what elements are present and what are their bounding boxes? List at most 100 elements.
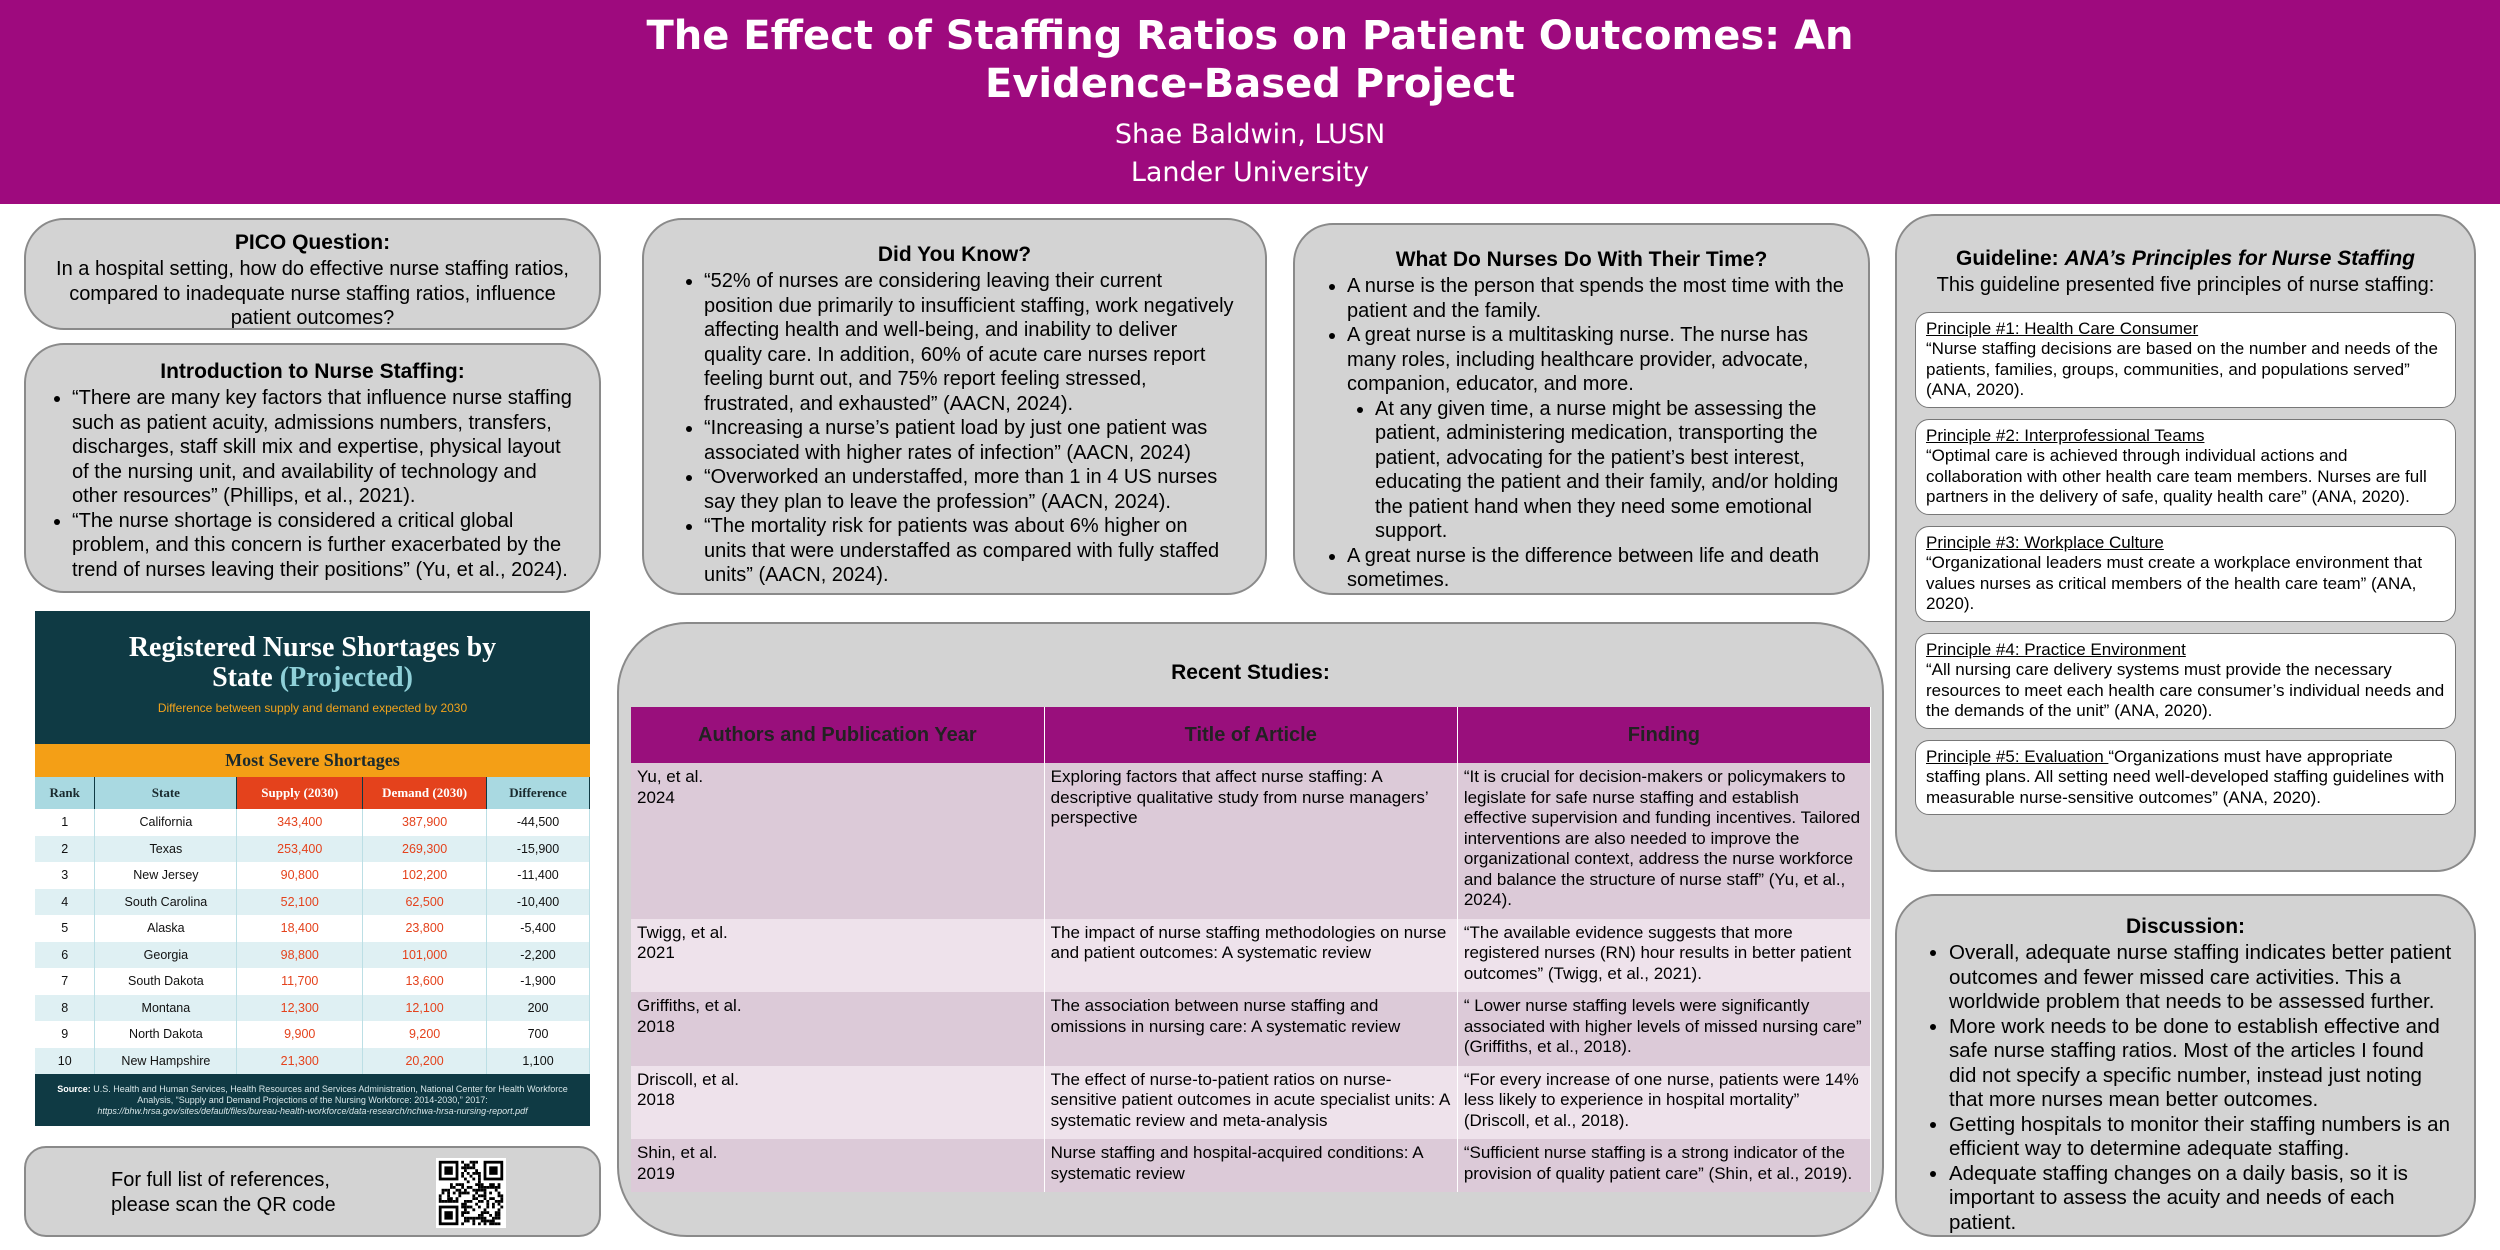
- table-row: 5 Alaska 18,400 23,800 -5,400: [35, 915, 590, 942]
- intro-box: Introduction to Nurse Staffing: “There a…: [24, 343, 601, 593]
- qr-module: [466, 1166, 470, 1170]
- qr-module: [438, 1194, 442, 1198]
- table-cell: Nurse staffing and hospital-acquired con…: [1044, 1139, 1458, 1192]
- source-label: Source:: [57, 1084, 91, 1094]
- qr-module: [472, 1163, 476, 1167]
- table-cell: 9,200: [362, 1021, 488, 1048]
- sub-list: At any given time, a nurse might be asse…: [1347, 397, 1846, 544]
- qr-module: [461, 1183, 464, 1186]
- qr-module: [489, 1219, 492, 1223]
- qr-module: [466, 1172, 470, 1175]
- qr-module: [447, 1200, 450, 1203]
- qr-module: [494, 1186, 498, 1189]
- qr-module: [466, 1163, 470, 1167]
- qr-module: [483, 1186, 487, 1189]
- qr-module: [461, 1172, 464, 1175]
- principle-card: Principle #2: Interprofessional Teams “Op…: [1915, 418, 2456, 515]
- qr-module: [464, 1169, 467, 1172]
- table-cell: New Jersey: [94, 862, 238, 889]
- qr-module: [464, 1177, 467, 1181]
- qr-module: [478, 1172, 481, 1175]
- qr-module: [494, 1211, 498, 1214]
- qr-module: [466, 1191, 470, 1195]
- table-row: Griffiths, et al. 2018 The association bet…: [631, 992, 1872, 1066]
- qr-module: [447, 1197, 450, 1200]
- qr-module: [472, 1160, 476, 1164]
- table-row: 6 Georgia 98,800 101,000 -2,200: [35, 941, 590, 968]
- qr-module: [492, 1186, 495, 1189]
- bullet-item: “Increasing a nurse’s patient load by ju…: [704, 416, 1235, 465]
- table-cell: 11,700: [236, 968, 364, 995]
- qr-module: [497, 1183, 501, 1186]
- qr-module: [444, 1166, 453, 1175]
- column-header: State: [94, 777, 238, 809]
- table-cell: 12,300: [236, 994, 364, 1021]
- heading: Did You Know?: [877, 243, 1032, 266]
- qr-module: [466, 1200, 470, 1203]
- bullet-item: Adequate staffing changes on a daily bas…: [1949, 1162, 2452, 1236]
- authors: Shin, et al.: [637, 1143, 718, 1162]
- table-cell: The impact of nurse staffing methodologi…: [1044, 918, 1458, 992]
- qr-module: [486, 1202, 490, 1206]
- qr-module: [444, 1211, 453, 1220]
- qr-module: [472, 1166, 476, 1170]
- year: 2021: [637, 943, 675, 962]
- qr-module: [480, 1200, 484, 1203]
- table-row: 2 Texas 253,400 269,300 -15,900: [35, 835, 590, 862]
- table-cell: Georgia: [94, 941, 238, 968]
- qr-module: [497, 1208, 501, 1212]
- qr-module: [461, 1211, 464, 1214]
- table-cell: North Dakota: [94, 1021, 238, 1048]
- qr-module: [466, 1186, 470, 1189]
- shortage-table: Rank State Supply (2030) Demand (2030) Diffe…: [35, 777, 590, 1074]
- table-cell: 21,300: [236, 1047, 364, 1074]
- principle-heading: Principle #5: Evaluation: [1926, 746, 2109, 766]
- table-cell: 269,300: [362, 835, 488, 862]
- qr-module: [494, 1188, 498, 1192]
- source-text: U.S. Health and Human Services, Health R…: [93, 1084, 568, 1105]
- qr-module: [483, 1216, 487, 1220]
- qr-module: [464, 1208, 467, 1212]
- qr-module: [478, 1177, 481, 1181]
- table-row: 9 North Dakota 9,900 9,200 700: [35, 1021, 590, 1048]
- bullet-item: A great nurse is a multitasking nurse. T…: [1347, 323, 1846, 544]
- principle-text: “Organizational leaders must create a wo…: [1926, 553, 2423, 613]
- qr-module: [483, 1191, 487, 1195]
- qr-module: [472, 1216, 476, 1220]
- table-cell: 9: [35, 1021, 96, 1048]
- institution: Lander University: [1130, 157, 1370, 188]
- qr-module: [483, 1194, 487, 1198]
- bullet-text: A nurse is the person that spends the mo…: [1347, 275, 1844, 322]
- qr-module: [483, 1222, 487, 1226]
- bullet-list: “52% of nurses are considering leaving t…: [674, 269, 1235, 588]
- qr-module: [478, 1200, 481, 1203]
- qr-module: [483, 1219, 487, 1223]
- qr-module: [472, 1194, 476, 1198]
- qr-module: [486, 1211, 490, 1214]
- qr-module: [489, 1214, 492, 1217]
- bullet-item: “The mortality risk for patients was abo…: [704, 514, 1235, 588]
- qr-module: [489, 1183, 492, 1186]
- table-cell: Texas: [94, 835, 238, 862]
- table-cell: 387,900: [362, 809, 488, 836]
- qr-module: [489, 1166, 498, 1175]
- qr-module: [478, 1194, 481, 1198]
- qr-module: [492, 1222, 495, 1226]
- qr-module: [452, 1191, 456, 1195]
- qr-module: [480, 1183, 484, 1186]
- year: 2019: [637, 1163, 675, 1183]
- qr-module: [441, 1200, 445, 1203]
- qr-module: [469, 1174, 473, 1178]
- qr-module: [461, 1202, 464, 1206]
- table-cell: 8: [35, 994, 96, 1021]
- author: Shae Baldwin, LUSN: [1114, 119, 1386, 150]
- qr-module: [500, 1200, 504, 1203]
- qr-module: [475, 1183, 478, 1186]
- qr-module: [461, 1205, 464, 1209]
- table-cell: -44,500: [486, 809, 590, 836]
- qr-module: [450, 1186, 453, 1189]
- column-header: Demand (2030): [362, 777, 488, 809]
- table-cell: 3: [35, 862, 96, 889]
- table-cell: 2: [35, 835, 96, 862]
